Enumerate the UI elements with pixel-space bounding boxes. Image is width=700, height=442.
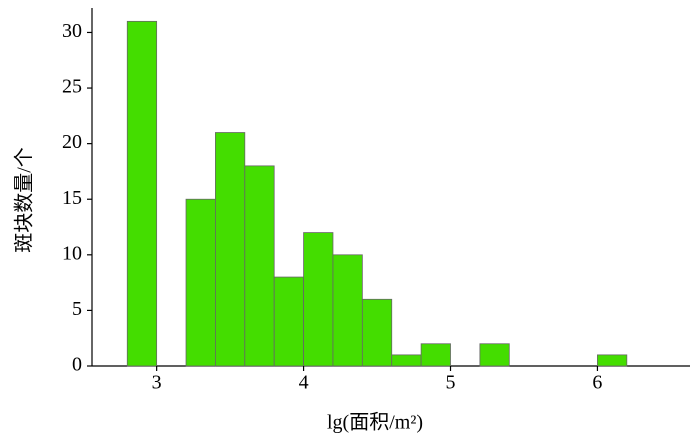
x-tick-label: 4: [299, 372, 309, 394]
x-tick-label: 5: [446, 372, 456, 394]
y-tick-label: 20: [62, 131, 82, 153]
bar: [597, 354, 628, 367]
y-tick-label: 10: [62, 242, 82, 264]
bar: [361, 298, 393, 367]
y-tick-label: 30: [62, 20, 82, 42]
x-tick-label: 3: [152, 372, 162, 394]
bar: [273, 276, 304, 367]
bar: [391, 354, 422, 367]
x-tick-label: 6: [592, 372, 602, 394]
bar: [420, 343, 451, 367]
bar: [244, 165, 275, 367]
bar: [185, 198, 216, 367]
y-tick-label: 5: [72, 298, 82, 320]
bar: [479, 343, 510, 367]
y-tick-label: 0: [72, 354, 82, 376]
bar: [332, 254, 363, 367]
bar: [303, 232, 334, 367]
y-tick-label: 15: [62, 187, 82, 209]
bar: [126, 20, 158, 367]
y-tick-label: 25: [62, 76, 82, 98]
y-axis-label: 斑块数量/个: [13, 147, 36, 253]
x-axis-label: lg(面积/m²): [327, 411, 423, 434]
bar: [215, 132, 246, 367]
